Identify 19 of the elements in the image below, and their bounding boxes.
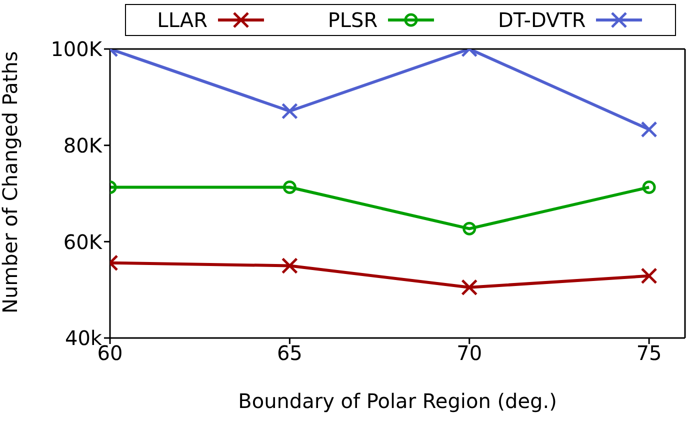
x-tick-label: 75 <box>636 341 662 366</box>
point <box>281 102 298 120</box>
point <box>640 121 658 138</box>
legend-label: LLAR <box>157 8 208 32</box>
point <box>281 258 298 274</box>
point <box>461 279 478 296</box>
x-tick-label: 65 <box>276 341 302 366</box>
point <box>640 268 658 284</box>
y-axis-title: Number of Changed Paths <box>0 51 22 314</box>
x-tick-label: 70 <box>456 341 482 366</box>
legend-label: DT-DVTR <box>498 8 586 32</box>
x-axis-title: Boundary of Polar Region (deg.) <box>238 389 557 413</box>
point <box>642 180 656 194</box>
point <box>462 222 476 236</box>
y-tick-label: 60K <box>63 230 103 254</box>
legend-label: PLSR <box>328 8 378 32</box>
point <box>282 180 296 194</box>
y-tick-label: 100K <box>50 37 103 62</box>
y-tick-label: 80K <box>63 133 103 158</box>
